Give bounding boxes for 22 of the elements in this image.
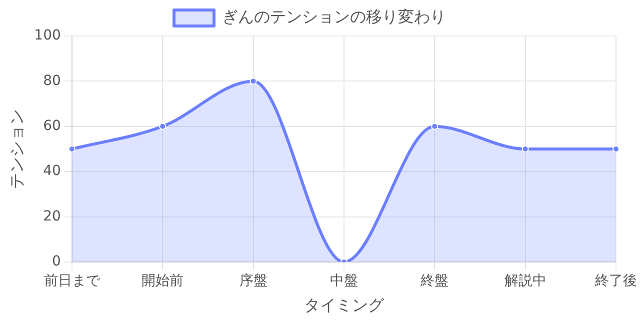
x-tick-label: 序盤 bbox=[239, 273, 268, 290]
y-tick-label: 60 bbox=[43, 118, 61, 134]
point bbox=[250, 78, 257, 85]
x-tick-label: 終了後 bbox=[594, 273, 637, 290]
y-tick-label: 20 bbox=[43, 208, 61, 224]
point bbox=[159, 122, 166, 130]
y-tick-label: 0 bbox=[52, 254, 61, 270]
point bbox=[68, 146, 76, 152]
point bbox=[612, 146, 620, 152]
x-axis-title: タイミング bbox=[304, 296, 385, 315]
y-axis-title: テンション bbox=[6, 109, 26, 189]
x-tick-label: 開始前 bbox=[142, 273, 184, 290]
y-tick-label: 80 bbox=[43, 72, 61, 89]
y-tick-label: 100 bbox=[34, 28, 61, 44]
x-tick-label: 前日まで bbox=[44, 273, 101, 290]
y-tick-label: 40 bbox=[43, 163, 61, 180]
x-tick-label: 終盤 bbox=[420, 273, 449, 290]
x-tick-label: 中盤 bbox=[330, 273, 358, 290]
x-tick-label: 解説中 bbox=[504, 273, 546, 290]
point bbox=[431, 122, 438, 130]
legend-label: ぎんのテンションの移り変わり bbox=[222, 7, 446, 26]
point bbox=[522, 146, 529, 152]
